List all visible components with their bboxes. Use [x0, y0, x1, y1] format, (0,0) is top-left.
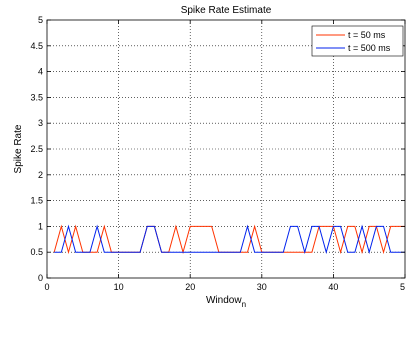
axis-ticks: 0 0.5 1 1.5 2 2.5 3 3.5 4 4.5 5 0 10 20 30 40 5: [30, 15, 406, 292]
legend: t = 50 ms t = 500 ms: [311, 25, 404, 57]
y-tick-label: 1.5: [30, 196, 43, 206]
y-axis-label: Spike Rate: [13, 124, 24, 173]
series-lines: [53, 224, 405, 255]
legend-label-t50: t = 50 ms: [348, 30, 386, 40]
x-tick-label: 30: [257, 282, 267, 292]
x-axis-label-subscript: n: [242, 300, 246, 309]
x-axis-label-main: Window: [206, 295, 242, 306]
legend-label-t500: t = 500 ms: [348, 43, 391, 53]
y-tick-label: 0: [38, 273, 43, 283]
chart-title: Spike Rate Estimate: [181, 5, 272, 16]
x-axis-label: Windown: [206, 295, 246, 309]
y-tick-label: 4.5: [30, 41, 43, 51]
grid: [47, 20, 405, 278]
x-tick-label: 20: [185, 282, 195, 292]
y-tick-label: 2.5: [30, 144, 43, 154]
x-tick-label: 40: [328, 282, 338, 292]
x-tick-label: 5: [400, 282, 405, 292]
y-tick-label: 5: [38, 15, 43, 25]
y-tick-label: 3: [38, 118, 43, 128]
x-tick-label: 0: [44, 282, 49, 292]
legend-box: [311, 25, 404, 57]
y-tick-label: 2: [38, 170, 43, 180]
y-tick-label: 4: [38, 67, 43, 77]
y-tick-label: 1: [38, 221, 43, 231]
series-line-1: [54, 224, 405, 255]
x-tick-label: 10: [114, 282, 124, 292]
y-tick-label: 0.5: [30, 247, 43, 257]
y-tick-label: 3.5: [30, 92, 43, 102]
